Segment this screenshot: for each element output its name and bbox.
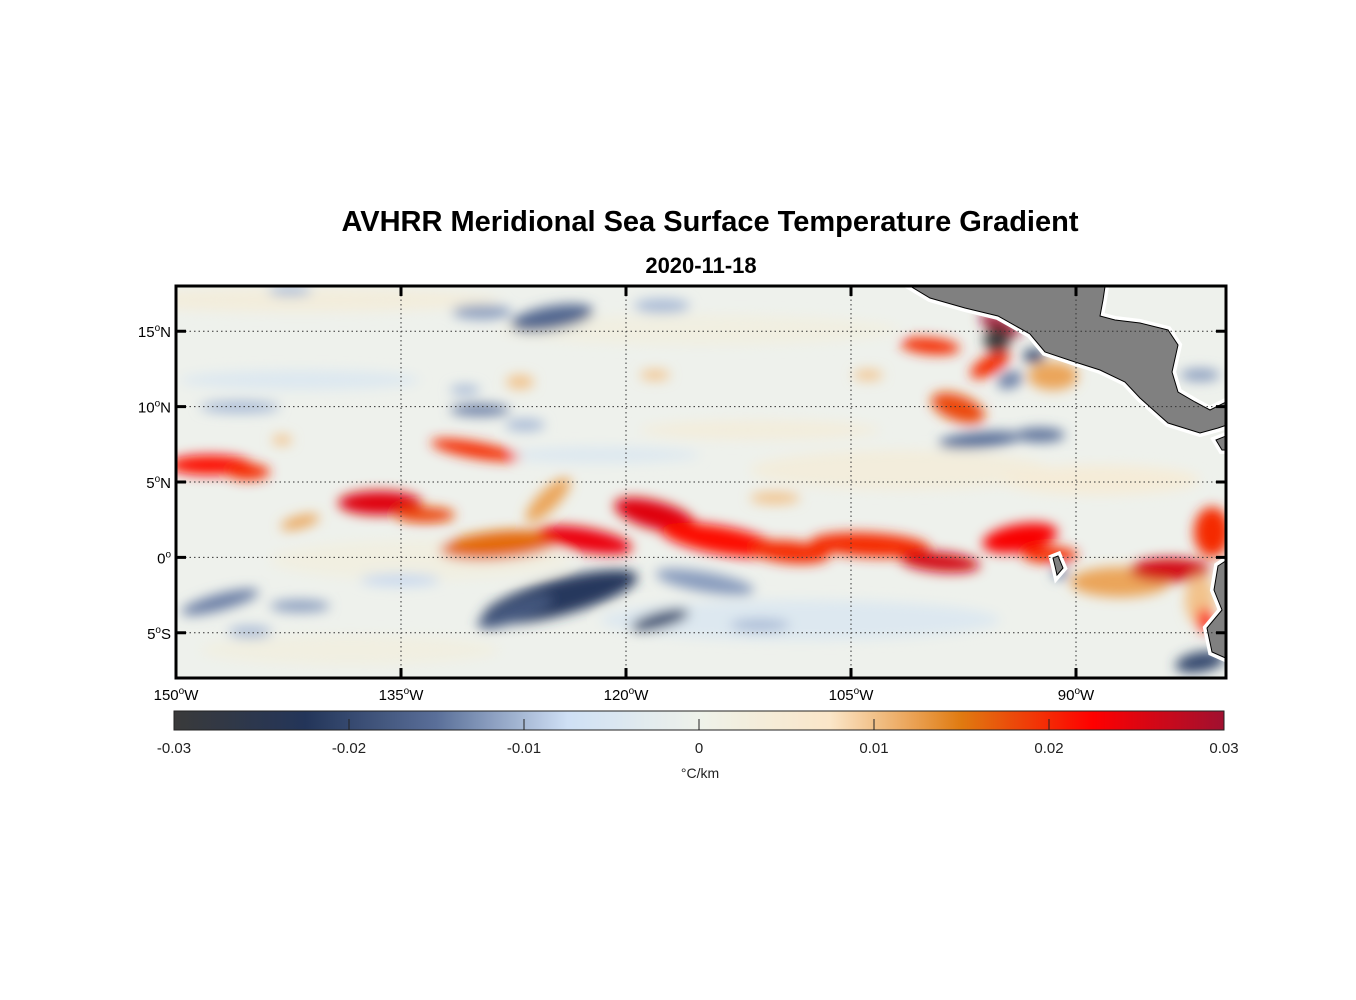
colorbar-unit-label: °C/km — [680, 765, 720, 781]
gradient-feature — [750, 492, 800, 504]
gradient-field — [176, 286, 1226, 673]
gradient-feature — [510, 304, 594, 332]
y-tick-label: 15oN — [138, 323, 171, 341]
gradient-feature — [452, 305, 512, 319]
gradient-feature — [1000, 465, 1200, 495]
x-tick-label: 90oW — [1058, 686, 1095, 704]
gradient-feature — [900, 337, 960, 355]
gradient-feature — [938, 431, 1022, 449]
y-tick-label: 10oN — [138, 399, 171, 417]
colorbar-tick-label: -0.03 — [156, 740, 192, 757]
gradient-feature — [228, 626, 272, 638]
gradient-feature — [1130, 558, 1210, 582]
gradient-feature — [338, 491, 422, 515]
gradient-feature — [450, 385, 480, 395]
gradient-feature — [537, 525, 633, 555]
gradient-feature — [630, 609, 690, 631]
x-tick-label: 120oW — [604, 686, 650, 704]
x-tick-label: 105oW — [829, 686, 875, 704]
island-land — [1215, 435, 1226, 451]
gradient-feature — [181, 589, 259, 615]
gradient-feature — [272, 435, 292, 445]
colorbar-tick-label: 0.01 — [859, 740, 889, 757]
gradient-feature — [730, 619, 790, 631]
gradient-feature — [810, 532, 930, 558]
gradient-feature — [505, 419, 545, 431]
gradient-feature — [280, 514, 320, 530]
gradient-feature — [640, 370, 670, 380]
gradient-feature — [979, 313, 1021, 337]
gradient-feature — [984, 327, 1010, 353]
colorbar-tick-label: 0 — [694, 740, 704, 757]
gradient-feature — [176, 288, 500, 312]
gradient-feature — [982, 522, 1058, 554]
chart-title: AVHRR Meridional Sea Surface Temperature… — [341, 206, 1079, 238]
gradient-feature — [660, 522, 780, 558]
gradient-feature — [640, 420, 880, 440]
gradient-feature — [1194, 507, 1226, 557]
colorbar-tick-label: -0.02 — [331, 740, 367, 757]
central-america-land — [909, 286, 1226, 434]
gradient-feature — [1023, 349, 1045, 363]
gradient-feature — [750, 450, 1050, 490]
gradient-feature — [477, 595, 553, 629]
y-tick-label: 0o — [157, 549, 171, 567]
gradient-feature — [970, 351, 1010, 379]
gradient-feature — [226, 464, 270, 480]
galapagos-island — [1052, 555, 1064, 577]
gradient-feature — [270, 600, 330, 612]
gradient-feature — [900, 551, 980, 573]
gradient-feature — [931, 392, 985, 424]
x-tick-label: 135oW — [379, 686, 425, 704]
gradient-feature — [500, 315, 900, 345]
colorbar-ticks — [348, 719, 1050, 730]
colorbar-tick-label: 0.03 — [1209, 740, 1239, 757]
gradient-feature — [200, 635, 500, 665]
gradient-feature — [997, 371, 1023, 389]
gradient-feature — [180, 370, 420, 390]
gradient-feature — [1175, 651, 1225, 673]
gradient-feature — [430, 438, 520, 462]
gradient-feature — [525, 477, 571, 523]
gradient-feature — [395, 507, 455, 523]
gradient-feature — [450, 404, 510, 416]
gradient-feature — [500, 447, 700, 463]
colorbar-tick-label: 0.02 — [1034, 740, 1064, 757]
y-tick-label: 5oN — [146, 474, 171, 492]
axis-ticks: 150oW 135oW 120oW 105oW 90oW 15oN 10oN 5oN 0o 5oS — [138, 286, 1226, 704]
gradient-feature — [1028, 362, 1078, 390]
gradient-feature — [634, 299, 690, 313]
gradient-feature — [1180, 369, 1220, 381]
y-tick-label: 5oS — [147, 625, 171, 643]
gradient-feature — [853, 370, 883, 380]
chart-subtitle: 2020-11-18 — [645, 253, 757, 278]
gradient-feature — [655, 568, 755, 596]
gradient-feature — [360, 574, 440, 586]
gradient-feature — [600, 600, 1000, 640]
x-tick-label: 150oW — [154, 686, 200, 704]
gradient-feature — [440, 530, 560, 560]
gradient-feature — [506, 375, 534, 389]
gradient-feature — [1015, 428, 1065, 442]
gradient-feature — [268, 286, 312, 296]
colorbar-tick-label: -0.01 — [506, 740, 542, 757]
